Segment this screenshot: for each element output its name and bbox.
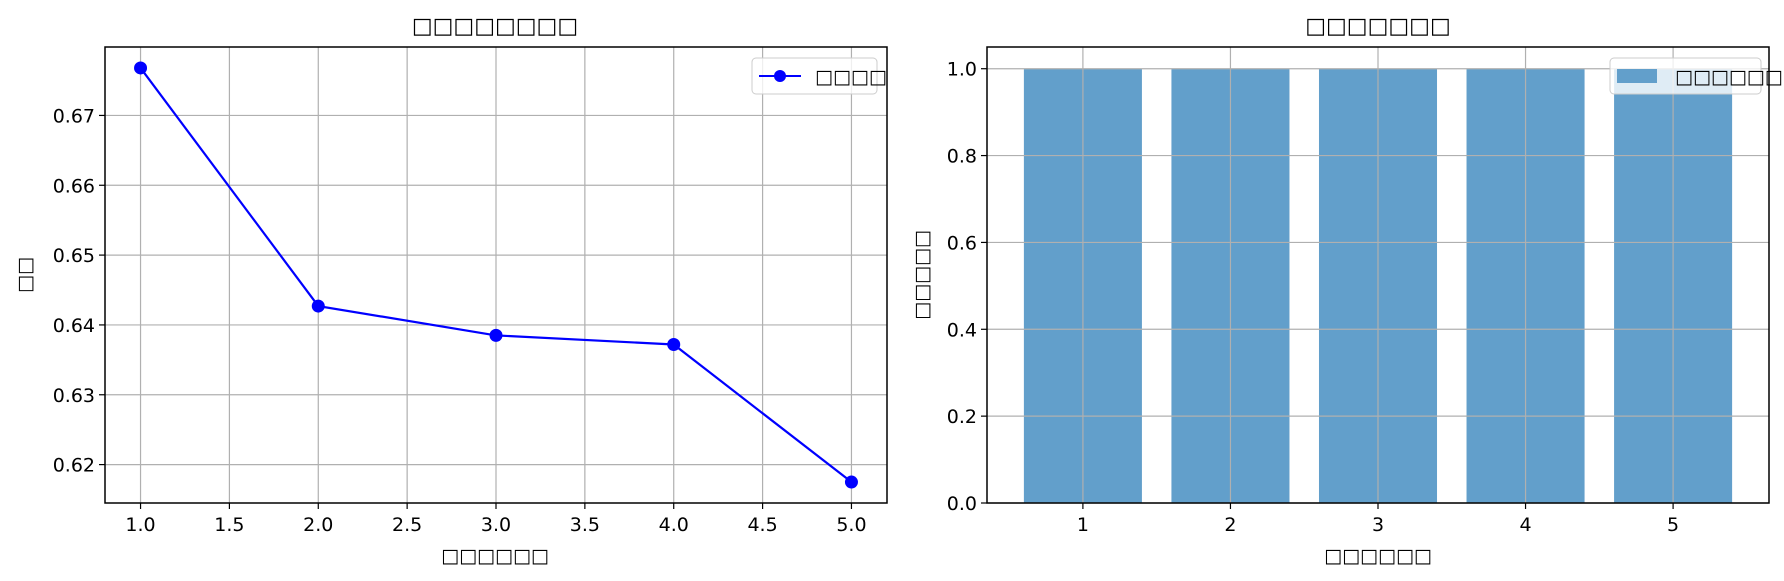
bar-y-tick-label: 0.0 — [947, 493, 977, 515]
line-legend-box — [751, 57, 878, 95]
bar-legend-swatch — [1617, 69, 1657, 83]
line-x-tick-label: 1.0 — [125, 514, 155, 536]
line-chart-ylabel: □□ — [14, 257, 36, 293]
line-chart-ticks: 1.0 1.5 2.0 2.5 3.0 3.5 4.0 4.5 5.0 0.62 0.63 0.64 0… — [53, 105, 867, 536]
line-data-point — [134, 61, 148, 75]
line-x-tick-label: 2.5 — [392, 514, 422, 536]
line-x-tick-label: 4.0 — [659, 514, 689, 536]
bar-x-tick-label: 3 — [1372, 514, 1384, 536]
line-y-tick-label: 0.62 — [53, 455, 95, 477]
bar-y-tick-label: 1.0 — [947, 59, 977, 81]
bar-y-tick-label: 0.2 — [947, 406, 977, 428]
bar-chart-ticks: 1 2 3 4 5 0.0 0.2 0.4 0.6 0.8 1.0 — [947, 59, 1679, 536]
line-chart-marks — [134, 61, 858, 489]
bar-x-tick-label: 5 — [1667, 514, 1679, 536]
line-chart-title: □□□□□□□□ — [412, 14, 578, 39]
line-x-tick-label: 3.0 — [481, 514, 511, 536]
bar-legend-label: □□□□□□ — [1675, 66, 1783, 88]
line-x-tick-label: 1.5 — [214, 514, 244, 536]
bar-chart-ylabel: □□□□□ — [911, 230, 933, 320]
line-legend-label: □□□□ — [815, 66, 887, 88]
bar-x-tick-label: 2 — [1224, 514, 1236, 536]
bar-legend-box — [1609, 57, 1762, 95]
line-y-tick-label: 0.65 — [53, 245, 95, 267]
line-y-tick-label: 0.64 — [53, 315, 95, 337]
line-x-tick-label: 3.5 — [570, 514, 600, 536]
line-chart-axes-frame — [104, 46, 888, 504]
line-x-tick-label: 5.0 — [836, 514, 866, 536]
bar-x-tick-label: 1 — [1077, 514, 1089, 536]
line-y-tick-label: 0.66 — [53, 175, 95, 197]
bar-chart-axes-frame — [986, 46, 1770, 504]
line-y-tick-label: 0.67 — [53, 105, 95, 127]
line-chart-panel: □□□□□□□□ 1.0 1.5 2.0 2.5 3.0 3.5 4.0 4.5 5.00.62… — [14, 14, 888, 567]
bar-y-tick-label: 0.6 — [947, 232, 977, 254]
bar-chart-legend: □□□□□□ — [1609, 57, 1783, 95]
line-chart-xlabel: □□□□□□ — [441, 545, 549, 567]
bar-chart-panel: □□□□□□□ 1 2 3 4 5 0.0 0.2 0.4 0.6 0.8 1.0 □□□□□□ □… — [911, 14, 1783, 567]
bar-y-tick-label: 0.4 — [947, 319, 977, 341]
line-x-tick-label: 2.0 — [303, 514, 333, 536]
line-x-tick-label: 4.5 — [747, 514, 777, 536]
line-y-tick-label: 0.63 — [53, 385, 95, 407]
line-chart-grid — [105, 47, 887, 503]
line-data-point — [667, 337, 681, 351]
line-data-point — [311, 299, 325, 313]
bar-chart-title: □□□□□□□ — [1305, 14, 1451, 39]
line-chart-legend: □□□□ — [751, 57, 887, 95]
bar-x-tick-label: 4 — [1520, 514, 1532, 536]
bar-chart-xlabel: □□□□□□ — [1324, 545, 1432, 567]
bar-y-tick-label: 0.8 — [947, 146, 977, 168]
line-legend-marker — [774, 70, 786, 82]
line-data-point — [844, 475, 858, 489]
line-data-point — [489, 328, 503, 342]
